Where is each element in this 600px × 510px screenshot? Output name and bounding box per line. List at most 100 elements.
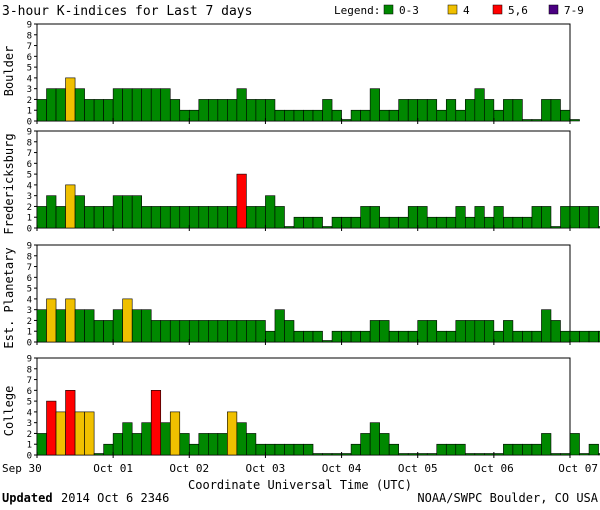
- y-tick-label: 8: [27, 252, 32, 262]
- y-tick-label: 4: [27, 408, 32, 418]
- k-index-bar: [93, 206, 104, 229]
- k-index-bar: [274, 443, 285, 456]
- k-index-bar: [84, 309, 95, 343]
- k-index-bar: [341, 216, 352, 229]
- k-index-bar: [341, 453, 352, 456]
- k-index-bar: [46, 400, 57, 456]
- source-credit: NOAA/SWPC Boulder, CO USA: [417, 491, 598, 505]
- k-index-bar: [198, 206, 209, 229]
- k-index-bar: [312, 453, 323, 456]
- k-index-bar: [398, 453, 409, 456]
- y-tick-label: 1: [27, 214, 32, 224]
- k-index-bar: [369, 422, 380, 456]
- k-index-bar: [417, 453, 428, 456]
- k-index-bar: [227, 99, 238, 122]
- k-index-bar: [512, 99, 523, 122]
- k-index-bar: [284, 320, 295, 343]
- k-index-bar: [322, 453, 333, 456]
- x-tick-label: Oct 05: [398, 462, 438, 475]
- k-index-bar: [65, 77, 76, 122]
- k-index-bar: [265, 99, 276, 122]
- k-index-bar: [284, 226, 295, 229]
- k-index-bar: [227, 206, 238, 229]
- k-index-bar: [417, 206, 428, 229]
- y-tick-label: 3: [27, 306, 32, 316]
- k-index-bar: [360, 206, 371, 229]
- chart-title: 3-hour K-indices for Last 7 days: [2, 4, 252, 19]
- k-index-bar: [560, 109, 571, 122]
- k-index-bar: [160, 88, 171, 122]
- k-index-bar: [579, 206, 590, 229]
- k-index-bar: [426, 216, 438, 229]
- k-index-bar: [55, 206, 66, 229]
- k-index-bar: [274, 109, 285, 122]
- k-index-bar: [531, 443, 542, 456]
- k-index-bar: [407, 206, 419, 229]
- k-index-bar: [531, 119, 542, 122]
- k-index-bar: [541, 99, 552, 122]
- k-index-bar: [131, 195, 142, 229]
- k-index-bar: [474, 206, 485, 229]
- y-tick-label: 0: [27, 339, 32, 349]
- k-index-bar: [550, 453, 561, 456]
- k-index-bar: [150, 320, 162, 343]
- y-tick-label: 0: [27, 225, 32, 235]
- y-tick-label: 6: [27, 160, 32, 170]
- k-index-bar: [598, 226, 600, 229]
- y-tick-label: 7: [27, 42, 32, 52]
- y-tick-label: 6: [27, 387, 32, 397]
- k-index-bar: [503, 443, 514, 456]
- k-index-bar: [55, 309, 66, 343]
- k-index-bar: [522, 443, 533, 456]
- k-index-bar: [569, 206, 580, 229]
- k-index-bar: [464, 453, 476, 456]
- k-index-bar: [369, 88, 380, 122]
- y-tick-label: 2: [27, 203, 32, 213]
- k-index-bar: [455, 206, 466, 229]
- y-tick-label: 1: [27, 328, 32, 338]
- y-tick-label: 5: [27, 64, 32, 74]
- k-index-bar: [179, 109, 190, 122]
- k-index-bar: [93, 320, 104, 343]
- k-index-bar: [188, 320, 200, 343]
- k-index-bar: [464, 216, 476, 229]
- k-index-bar: [93, 453, 104, 456]
- k-index-bar: [93, 99, 104, 122]
- legend-swatch-0-3: [383, 4, 394, 15]
- k-index-bar: [407, 330, 419, 343]
- k-index-bar: [579, 453, 590, 456]
- k-index-bar: [236, 320, 247, 343]
- y-tick-label: 8: [27, 138, 32, 148]
- k-index-bar: [312, 330, 323, 343]
- k-index-bar: [122, 298, 133, 343]
- panel-label-est-planetary: Est. Planetary: [2, 247, 16, 348]
- y-tick-label: 7: [27, 263, 32, 273]
- k-index-bar: [331, 453, 342, 456]
- k-index-bar: [464, 320, 476, 343]
- x-tick-label: Oct 02: [169, 462, 209, 475]
- k-index-bar: [246, 320, 257, 343]
- k-index-bar: [55, 411, 66, 456]
- k-index-bar: [322, 99, 333, 122]
- k-index-bar: [112, 195, 123, 229]
- k-index-bar: [255, 99, 266, 122]
- k-index-bar: [522, 216, 533, 229]
- k-index-bar: [503, 99, 514, 122]
- k-index-bar: [407, 99, 419, 122]
- k-index-bar: [84, 99, 95, 122]
- k-index-bar: [550, 226, 561, 229]
- k-index-bar: [388, 443, 399, 456]
- k-index-bar: [350, 443, 361, 456]
- k-index-bar: [426, 320, 438, 343]
- x-tick-labels: Sep 30 Oct 01 Oct 02 Oct 03 Oct 04 Oct 05 Oct …: [2, 462, 598, 475]
- k-index-bar: [169, 320, 181, 343]
- k-index-bar: [255, 206, 266, 229]
- k-index-bar: [303, 216, 314, 229]
- k-index-bar: [588, 206, 599, 229]
- k-index-bar: [569, 119, 580, 122]
- k-index-bar: [265, 443, 276, 456]
- k-index-bar: [455, 320, 466, 343]
- updated-label: Updated: [2, 491, 53, 505]
- x-tick-label: Oct 03: [246, 462, 286, 475]
